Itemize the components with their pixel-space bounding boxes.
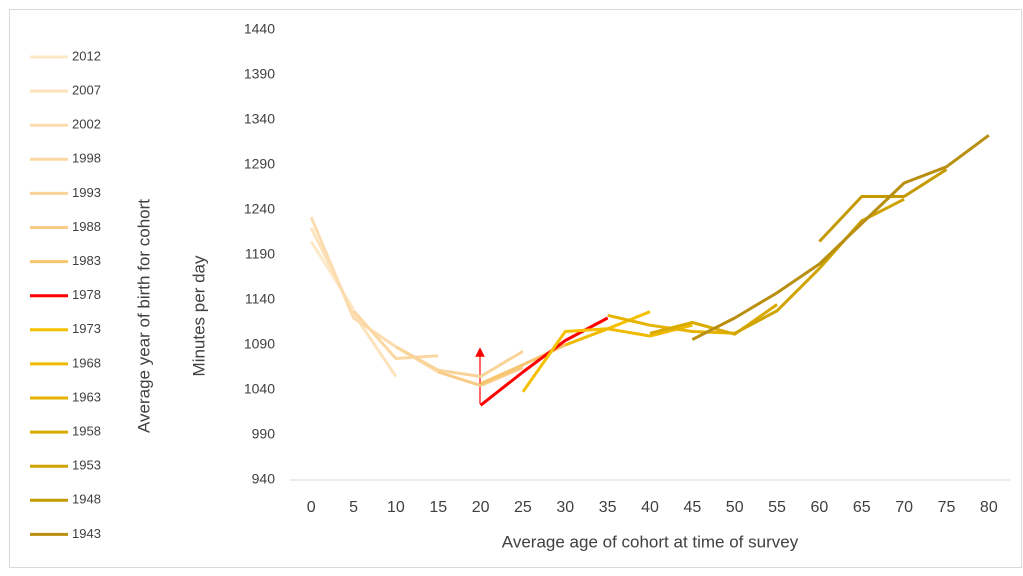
x-tick-label: 55 <box>768 499 786 516</box>
legend-label: 1968 <box>72 355 101 370</box>
series-line <box>437 366 524 387</box>
x-axis-label: Average age of cohort at time of survey <box>502 532 799 551</box>
x-tick-label: 45 <box>683 499 701 516</box>
y-tick-label: 1340 <box>244 111 275 127</box>
legend-label: 1948 <box>72 492 101 507</box>
y-tick-label: 990 <box>252 426 276 442</box>
series-line <box>734 197 905 335</box>
x-tick-label: 10 <box>387 499 405 516</box>
legend-title: Average year of birth for cohort <box>134 199 153 433</box>
y-tick-label: 1240 <box>244 201 275 217</box>
x-tick-label: 0 <box>307 499 316 516</box>
x-tick-label: 20 <box>472 499 490 516</box>
y-tick-label: 1390 <box>244 66 275 82</box>
legend-label: 1993 <box>72 185 101 200</box>
x-tick-label: 80 <box>980 499 998 516</box>
legend-label: 2012 <box>72 48 101 63</box>
series-line <box>691 134 990 341</box>
x-tick-label: 65 <box>853 499 871 516</box>
legend-label: 1978 <box>72 287 101 302</box>
x-tick-label: 15 <box>429 499 447 516</box>
y-tick-label: 1090 <box>244 336 275 352</box>
x-tick-label: 50 <box>726 499 744 516</box>
y-tick-label: 940 <box>252 471 276 487</box>
legend-label: 1983 <box>72 253 101 268</box>
legend-label: 1953 <box>72 458 101 473</box>
x-tick-label: 35 <box>599 499 617 516</box>
series-line <box>818 168 948 243</box>
legend-label: 1963 <box>72 389 101 404</box>
y-tick-label: 1140 <box>245 291 275 307</box>
legend-label: 2002 <box>72 117 101 132</box>
x-tick-label: 75 <box>938 499 956 516</box>
x-tick-label: 30 <box>556 499 574 516</box>
series-line <box>352 309 439 360</box>
y-tick-label: 1040 <box>244 381 275 397</box>
x-tick-label: 40 <box>641 499 659 516</box>
y-axis-label: Minutes per day <box>189 255 208 376</box>
series-line <box>564 323 693 347</box>
legend-label: 1958 <box>72 424 101 439</box>
legend-label: 1943 <box>72 526 101 541</box>
x-tick-label: 5 <box>349 499 358 516</box>
y-tick-label: 1290 <box>244 156 275 172</box>
series-line <box>309 227 398 378</box>
x-tick-label: 60 <box>811 499 829 516</box>
legend-label: 2007 <box>72 83 101 98</box>
y-tick-label: 1440 <box>244 21 275 37</box>
x-tick-label: 25 <box>514 499 532 516</box>
x-tick-label: 70 <box>895 499 913 516</box>
y-tick-label: 1190 <box>245 246 275 262</box>
legend-label: 1973 <box>72 321 101 336</box>
series-line <box>395 345 524 378</box>
legend-label: 1988 <box>72 219 101 234</box>
chart-border <box>9 9 1022 568</box>
legend: 2012 2007 2002 1998 1993 1988 1983 1978 1973 1968… <box>30 48 101 541</box>
legend-label: 1998 <box>72 151 101 166</box>
